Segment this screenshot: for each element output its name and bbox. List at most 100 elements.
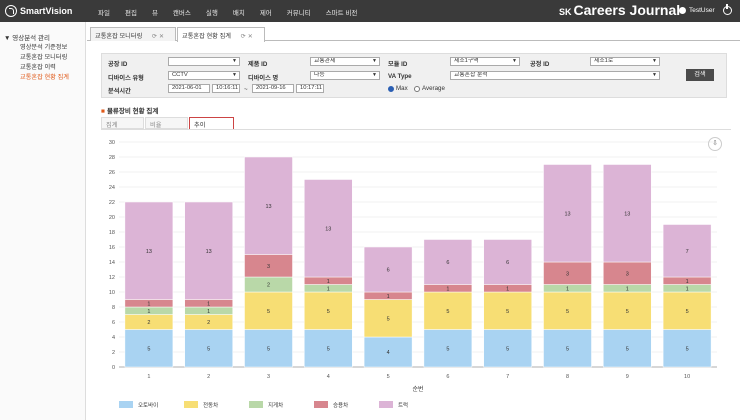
data-label: 5 [566, 346, 569, 352]
sidebar-item-monitoring[interactable]: 교통혼잡 모니터링 [20, 54, 68, 61]
period-label: 분석시간 [108, 88, 131, 95]
bar-segment [244, 291, 293, 330]
data-label: 1 [686, 279, 689, 285]
data-label: 5 [267, 346, 270, 352]
legend-label: 오토바이 [138, 401, 158, 409]
start-date-input[interactable]: 2021-06-01 [168, 84, 210, 93]
data-label: 2 [207, 320, 210, 326]
close-icon[interactable]: ✕ [247, 34, 253, 40]
va-type-value: 교통혼잡 분석 [454, 72, 488, 78]
data-label: 5 [686, 346, 689, 352]
process-select[interactable]: 제소1로 ▼ [590, 57, 660, 66]
bar-segment [543, 291, 592, 330]
module-value: 제소1구역 [454, 58, 479, 64]
tab-aggregate[interactable]: 집계 [101, 117, 144, 129]
bar-segment [423, 239, 473, 285]
data-label: 1 [207, 301, 210, 307]
data-label: 5 [327, 346, 330, 352]
x-tick-label: 4 [327, 374, 330, 380]
tab-trend[interactable]: 추이 [189, 117, 234, 129]
chevron-down-icon: ▼ [232, 58, 237, 64]
menu-item-batch[interactable]: 배치 [232, 10, 245, 17]
menu-item-edit[interactable]: 편집 [124, 10, 137, 17]
menu-item-control[interactable]: 제어 [259, 10, 272, 17]
data-label: 2 [267, 283, 270, 289]
section-title-text: 물류장비 현황 집계 [106, 108, 159, 115]
radio-average-label: Average [422, 85, 445, 92]
va-type-select[interactable]: 교통혼잡 분석 ▼ [450, 71, 660, 80]
device-name-select[interactable]: 다능 ▼ [310, 71, 380, 80]
x-tick-label: 2 [207, 374, 210, 380]
plant-select[interactable]: ▼ [168, 57, 240, 66]
chevron-down-icon: ▼ [512, 58, 517, 64]
menu-item-run[interactable]: 실행 [205, 10, 218, 17]
data-label: 1 [147, 301, 150, 307]
search-button[interactable]: 검색 [686, 69, 714, 81]
bar-segment [483, 291, 532, 330]
device-type-select[interactable]: CCTV ▼ [168, 71, 240, 80]
product-label: 제품 ID [248, 61, 268, 68]
sidebar-item-criteria[interactable]: 영상분석 기준정보 [20, 44, 68, 51]
refresh-icon[interactable]: ⟳ [240, 34, 246, 40]
tab-ratio[interactable]: 비율 [145, 117, 188, 129]
y-tick-label: 0 [112, 365, 115, 371]
sidebar: ▼ 영상분석 관리 영상분석 기준정보 교통혼잡 모니터링 교통혼잡 이력 교통… [0, 22, 86, 420]
tab-monitoring[interactable]: 교통혼잡 모니터링 ⟳ ✕ [90, 27, 176, 41]
brand-title: SK Careers Journal [559, 2, 680, 18]
module-select[interactable]: 제소1구역 ▼ [450, 57, 520, 66]
data-label: 3 [267, 264, 270, 270]
menu-item-smart-vision[interactable]: 스마트 비전 [325, 10, 358, 17]
power-icon[interactable] [723, 4, 732, 15]
va-type-label: VA Type [388, 73, 412, 80]
tab-label: 교통혼잡 현황 집계 [182, 33, 231, 40]
y-tick-label: 6 [112, 320, 115, 326]
radio-average[interactable]: Average [414, 85, 445, 92]
menu-item-community[interactable]: 커뮤니티 [286, 10, 311, 17]
page-tab-bar: 교통혼잡 모니터링 ⟳ ✕ 교통혼잡 현황 집계 ⟳ ✕ [87, 27, 740, 42]
product-value: 교통관제 [314, 58, 336, 64]
logo-text: SmartVision [20, 6, 73, 16]
download-icon[interactable]: ⇩ [708, 137, 722, 151]
data-label: 13 [624, 211, 630, 217]
product-select[interactable]: 교통관제 ▼ [310, 57, 380, 66]
brand-name: Careers Journal [573, 2, 681, 18]
bar-segment [662, 224, 712, 278]
user-menu[interactable]: TestUser [679, 7, 715, 14]
bar-segment [543, 329, 592, 368]
bar-segment [184, 329, 233, 368]
bar-segment [483, 329, 532, 368]
legend-label: 트럭 [398, 401, 408, 409]
refresh-icon[interactable]: ⟳ [152, 34, 158, 40]
data-label: 5 [566, 309, 569, 315]
legend-swatch [314, 401, 328, 408]
sidebar-item-history[interactable]: 교통혼잡 이력 [20, 64, 56, 71]
top-bar: SmartVision 파일 편집 뷰 캔버스 실행 배치 제어 커뮤니티 스마… [0, 0, 740, 22]
y-tick-label: 20 [109, 215, 115, 221]
bar-segment [363, 299, 413, 338]
chevron-down-icon: ▼ [372, 72, 377, 78]
app-logo[interactable]: SmartVision [5, 5, 72, 17]
end-date-input[interactable]: 2021-09-16 [252, 84, 294, 93]
bar-segment [423, 291, 473, 330]
radio-max[interactable]: Max [388, 85, 408, 92]
sidebar-item-status-summary[interactable]: 교통혼잡 현황 집계 [20, 74, 69, 81]
menu-item-file[interactable]: 파일 [98, 10, 110, 17]
tab-status-summary[interactable]: 교통혼잡 현황 집계 ⟳ ✕ [177, 27, 265, 42]
data-label: 5 [446, 346, 449, 352]
menu-item-view[interactable]: 뷰 [151, 10, 158, 17]
legend-label: 승용차 [333, 401, 348, 409]
data-label: 1 [387, 294, 390, 300]
menu-item-canvas[interactable]: 캔버스 [172, 10, 191, 17]
start-time-input[interactable]: 10:16:11 [212, 84, 240, 93]
data-label: 1 [147, 309, 150, 315]
section-title: ■ 물류장비 현황 집계 [101, 105, 158, 115]
y-tick-label: 2 [112, 350, 115, 356]
close-icon[interactable]: ✕ [159, 34, 165, 40]
legend-swatch [379, 401, 393, 408]
y-tick-label: 16 [109, 245, 115, 251]
tab-label: 교통혼잡 모니터링 [95, 33, 143, 40]
sidebar-group-video-analysis[interactable]: ▼ 영상분석 관리 [4, 35, 50, 42]
end-time-input[interactable]: 10:17:11 [296, 84, 324, 93]
x-tick-label: 8 [566, 374, 569, 380]
legend-label: 지게차 [268, 401, 283, 409]
